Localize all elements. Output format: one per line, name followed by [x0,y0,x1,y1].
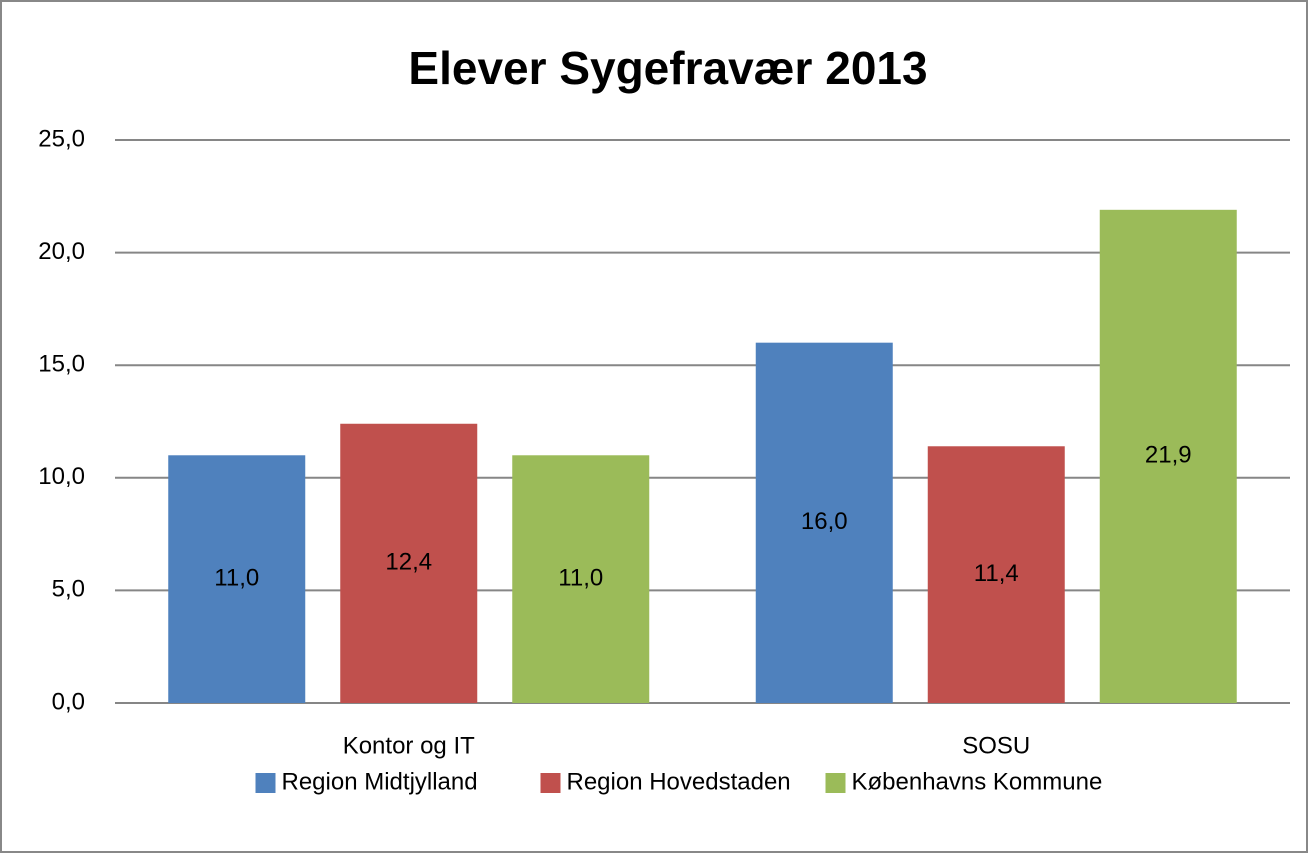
x-tick-label: Kontor og IT [343,732,475,759]
y-tick-label: 5,0 [52,576,85,603]
y-tick-label: 10,0 [38,463,85,490]
bar [755,342,893,703]
bar [927,446,1065,703]
legend-swatch [825,773,846,793]
data-label: 11,0 [558,564,603,591]
y-tick-label: 20,0 [38,238,85,265]
legend-label: Københavns Kommune [852,768,1103,795]
data-label: 11,0 [214,564,259,591]
bar [1099,209,1237,703]
data-label: 16,0 [801,508,848,535]
y-tick-label: 15,0 [38,351,85,378]
y-tick-label: 25,0 [38,125,85,152]
chart-title: Elever Sygefravær 2013 [408,42,927,94]
x-tick-label: SOSU [962,732,1030,759]
data-label: 21,9 [1145,442,1192,469]
legend-swatch [540,773,561,793]
y-tick-label: 0,0 [52,688,85,715]
bar [168,455,306,703]
legend-label: Region Hovedstaden [567,768,791,795]
legend-label: Region Midtjylland [282,768,478,795]
data-label: 12,4 [385,549,432,576]
legend-swatch [255,773,276,793]
data-label: 11,4 [974,560,1019,587]
bar [340,423,478,703]
bar [512,455,650,703]
